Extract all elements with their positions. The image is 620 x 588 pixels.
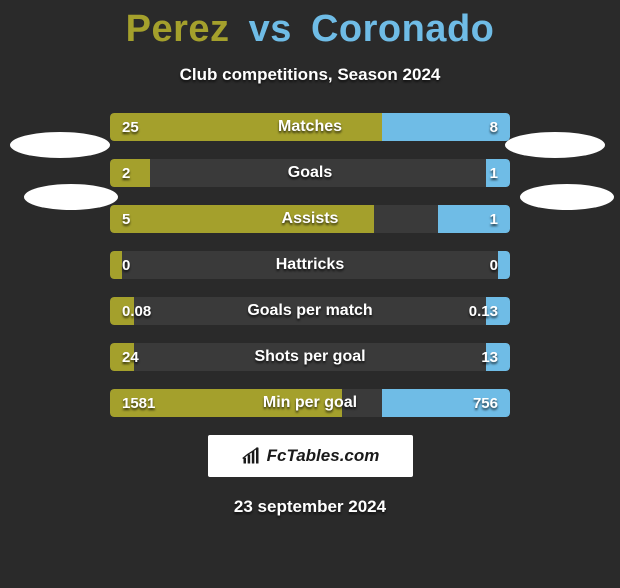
stat-row: Matches25 8: [110, 113, 510, 141]
stat-row: Goals2 1: [110, 159, 510, 187]
title-player1: Perez: [126, 8, 230, 50]
stat-row: Hattricks0 0: [110, 251, 510, 279]
stat-label: Shots per goal: [110, 343, 510, 371]
stat-row: Goals per match0.08 0.13: [110, 297, 510, 325]
stat-row: Assists5 1: [110, 205, 510, 233]
stat-label: Matches: [110, 113, 510, 141]
player-photo-placeholder: [505, 132, 605, 158]
stat-label: Hattricks: [110, 251, 510, 279]
stat-label: Min per goal: [110, 389, 510, 417]
stat-value-left: 1581: [122, 389, 155, 417]
stat-value-right: 1: [490, 205, 498, 233]
stat-value-left: 5: [122, 205, 130, 233]
stat-value-right: 0: [490, 251, 498, 279]
title-vs: vs: [249, 8, 292, 50]
chart-icon: [241, 446, 261, 466]
subtitle: Club competitions, Season 2024: [0, 65, 620, 85]
player-photo-placeholder: [24, 184, 118, 210]
player-photo-placeholder: [10, 132, 110, 158]
player-photo-placeholder: [520, 184, 614, 210]
stat-value-right: 13: [481, 343, 498, 371]
stat-value-left: 25: [122, 113, 139, 141]
title-player2: Coronado: [311, 8, 494, 50]
stat-label: Goals per match: [110, 297, 510, 325]
stat-row: Min per goal1581 756: [110, 389, 510, 417]
stat-value-left: 24: [122, 343, 139, 371]
stat-label: Assists: [110, 205, 510, 233]
stat-row: Shots per goal24 13: [110, 343, 510, 371]
stat-value-right: 0.13: [469, 297, 498, 325]
stat-rows: Matches258Goals21Assists51Hattricks00Goa…: [110, 113, 510, 417]
stat-value-left: 2: [122, 159, 130, 187]
stat-label: Goals: [110, 159, 510, 187]
badge-text: FcTables.com: [267, 446, 380, 466]
stat-value-left: 0: [122, 251, 130, 279]
fctables-badge: FcTables.com: [208, 435, 413, 477]
comparison-title: Perez vs Coronado: [0, 8, 620, 51]
stat-value-right: 756: [473, 389, 498, 417]
stat-value-left: 0.08: [122, 297, 151, 325]
stat-value-right: 1: [490, 159, 498, 187]
date-text: 23 september 2024: [0, 497, 620, 517]
stat-value-right: 8: [490, 113, 498, 141]
